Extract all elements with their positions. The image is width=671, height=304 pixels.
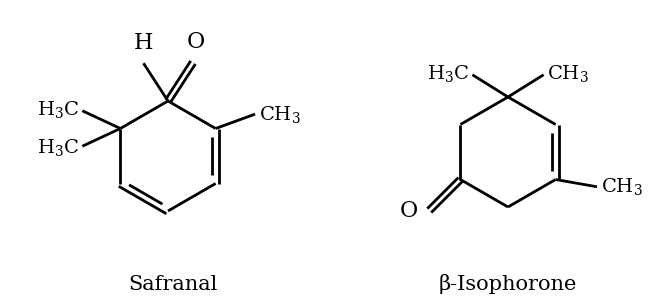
Text: O: O	[187, 31, 205, 54]
Text: Safranal: Safranal	[128, 275, 217, 293]
Text: $\mathregular{H_3C}$: $\mathregular{H_3C}$	[37, 99, 79, 120]
Text: β-Isophorone: β-Isophorone	[439, 274, 577, 294]
Text: $\mathregular{CH_3}$: $\mathregular{CH_3}$	[601, 176, 643, 197]
Text: O: O	[400, 200, 418, 222]
Text: $\mathregular{H_3C}$: $\mathregular{H_3C}$	[37, 137, 79, 158]
Text: $\mathregular{CH_3}$: $\mathregular{CH_3}$	[259, 104, 301, 125]
Text: H: H	[134, 32, 153, 54]
Text: $\mathregular{CH_3}$: $\mathregular{CH_3}$	[547, 63, 588, 84]
Text: $\mathregular{H_3C}$: $\mathregular{H_3C}$	[427, 63, 470, 84]
